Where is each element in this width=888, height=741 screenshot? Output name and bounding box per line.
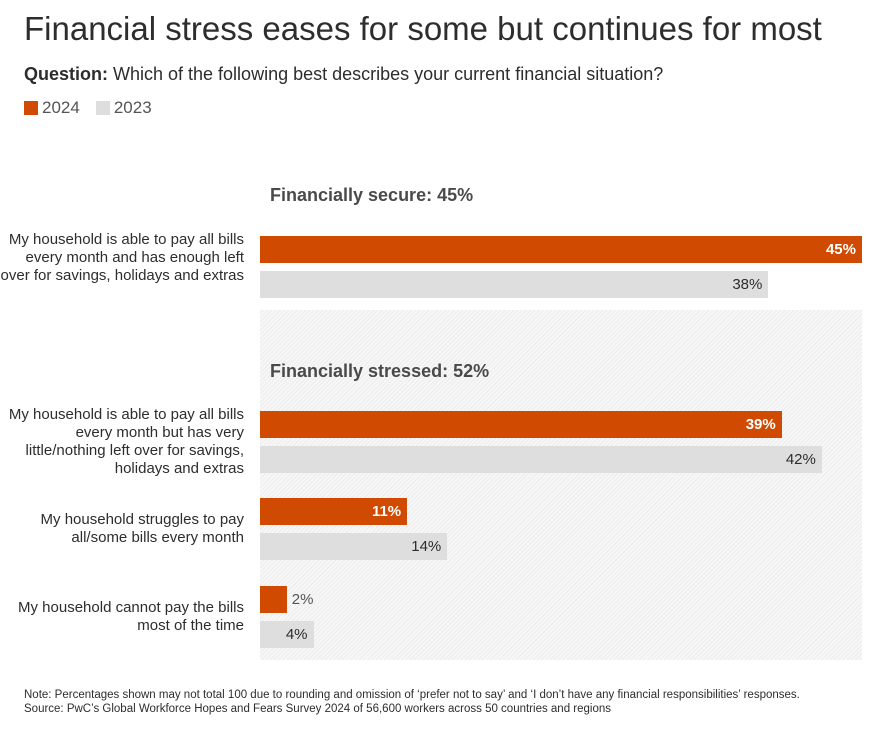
- source: Source: PwC’s Global Workforce Hopes and…: [24, 703, 612, 715]
- chart-title: Financial stress eases for some but cont…: [24, 10, 822, 47]
- data-label-2024: 39%: [745, 416, 776, 433]
- category-label: My household is able to pay all bills ev…: [8, 406, 244, 477]
- question-label: Question:: [24, 64, 108, 84]
- bar-2023: [260, 446, 822, 473]
- bar-2023: [260, 621, 314, 648]
- data-label-2024: 45%: [825, 241, 856, 258]
- legend-item-2024: 2024: [24, 98, 80, 118]
- bar-2023: [260, 271, 769, 298]
- data-label-2023: 38%: [732, 276, 763, 293]
- legend: 2024 2023: [24, 98, 152, 118]
- legend-label: 2023: [113, 98, 152, 117]
- bar-2024: [260, 498, 408, 525]
- bar-2023: [260, 533, 448, 560]
- legend-label: 2024: [42, 98, 80, 117]
- group-label-stressed: Financially stressed: 52%: [270, 361, 490, 381]
- bar-2024: [260, 586, 287, 613]
- category-label: My household cannot pay the bills most o…: [18, 599, 244, 634]
- data-label-2023: 4%: [285, 626, 308, 643]
- legend-item-2023: 2023: [95, 98, 152, 118]
- category-label: My household struggles to pay all/some b…: [40, 511, 244, 546]
- legend-swatch-2023: [95, 101, 110, 115]
- data-label-2023: 14%: [411, 538, 442, 555]
- stressed-region-background: [260, 310, 862, 660]
- question-text: Which of the following best describes yo…: [108, 64, 664, 84]
- data-label-2024: 11%: [371, 503, 402, 520]
- bar-2024: [260, 236, 862, 263]
- group-label-secure: Financially secure: 45%: [270, 185, 474, 205]
- legend-swatch-2024: [24, 101, 38, 115]
- footnotes: Note: Percentages shown may not total 10…: [24, 688, 874, 716]
- bar-2024: [260, 411, 782, 438]
- data-label-2024: 2%: [291, 591, 314, 608]
- category-label: My household is able to pay all bills ev…: [0, 231, 244, 284]
- question: Question: Which of the following best de…: [24, 64, 663, 85]
- data-label-2023: 42%: [785, 451, 816, 468]
- note: Note: Percentages shown may not total 10…: [24, 689, 800, 701]
